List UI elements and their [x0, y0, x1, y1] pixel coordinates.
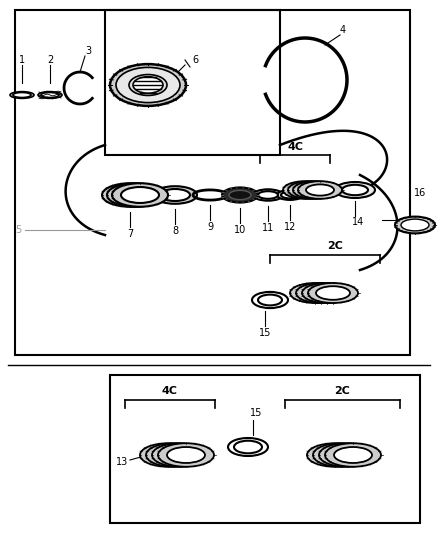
- Ellipse shape: [334, 447, 372, 463]
- Text: 15: 15: [250, 408, 262, 418]
- Text: 4C: 4C: [287, 142, 303, 152]
- Ellipse shape: [258, 191, 278, 199]
- Ellipse shape: [296, 184, 324, 196]
- Text: 4: 4: [340, 25, 346, 35]
- Ellipse shape: [307, 443, 363, 467]
- Ellipse shape: [222, 188, 258, 203]
- Ellipse shape: [283, 181, 327, 199]
- Text: 2: 2: [47, 55, 53, 65]
- Text: 5: 5: [15, 225, 21, 235]
- Text: 9: 9: [207, 222, 213, 232]
- Ellipse shape: [296, 283, 346, 303]
- Ellipse shape: [310, 286, 344, 300]
- Ellipse shape: [161, 447, 199, 463]
- Text: 13: 13: [116, 457, 128, 467]
- Text: 2C: 2C: [335, 386, 350, 396]
- Ellipse shape: [10, 92, 34, 99]
- Ellipse shape: [277, 190, 303, 200]
- Text: 6: 6: [192, 55, 198, 65]
- Ellipse shape: [13, 93, 31, 98]
- Ellipse shape: [158, 443, 214, 467]
- Ellipse shape: [152, 443, 208, 467]
- Ellipse shape: [133, 77, 163, 93]
- Text: 14: 14: [352, 217, 364, 227]
- Ellipse shape: [342, 185, 368, 195]
- Ellipse shape: [107, 183, 163, 207]
- Ellipse shape: [155, 447, 193, 463]
- Text: 1: 1: [19, 55, 25, 65]
- Ellipse shape: [288, 181, 332, 199]
- Text: 8: 8: [172, 226, 178, 236]
- Ellipse shape: [129, 75, 167, 95]
- Ellipse shape: [313, 443, 369, 467]
- Ellipse shape: [102, 183, 158, 207]
- Bar: [105, 10, 280, 155]
- Ellipse shape: [306, 184, 334, 196]
- Ellipse shape: [281, 191, 299, 198]
- Text: 4C: 4C: [162, 386, 178, 396]
- Ellipse shape: [116, 187, 154, 203]
- Text: 10: 10: [234, 224, 246, 235]
- Ellipse shape: [149, 447, 187, 463]
- Ellipse shape: [153, 186, 197, 204]
- Ellipse shape: [38, 92, 62, 99]
- Ellipse shape: [293, 181, 337, 199]
- Ellipse shape: [316, 447, 354, 463]
- Text: 16: 16: [414, 188, 426, 198]
- Text: 15: 15: [259, 328, 271, 338]
- Ellipse shape: [401, 219, 429, 231]
- Bar: [110, 375, 420, 523]
- Ellipse shape: [121, 187, 159, 203]
- Ellipse shape: [335, 182, 375, 198]
- Ellipse shape: [112, 183, 168, 207]
- Ellipse shape: [160, 189, 190, 201]
- Ellipse shape: [229, 190, 251, 200]
- Text: 7: 7: [127, 229, 133, 239]
- Ellipse shape: [116, 67, 180, 102]
- Ellipse shape: [319, 443, 375, 467]
- Ellipse shape: [110, 64, 186, 106]
- Ellipse shape: [328, 447, 366, 463]
- Ellipse shape: [298, 181, 342, 199]
- Ellipse shape: [322, 447, 360, 463]
- Text: 11: 11: [262, 223, 274, 233]
- Ellipse shape: [291, 184, 319, 196]
- Ellipse shape: [304, 286, 338, 300]
- Ellipse shape: [111, 187, 149, 203]
- Ellipse shape: [301, 184, 329, 196]
- Ellipse shape: [316, 286, 350, 300]
- Ellipse shape: [290, 283, 340, 303]
- Ellipse shape: [140, 443, 196, 467]
- Text: 3: 3: [85, 46, 91, 56]
- Ellipse shape: [253, 189, 283, 201]
- Ellipse shape: [325, 443, 381, 467]
- Ellipse shape: [298, 286, 332, 300]
- Ellipse shape: [146, 443, 202, 467]
- Text: 12: 12: [284, 222, 296, 232]
- Ellipse shape: [167, 447, 205, 463]
- Ellipse shape: [41, 93, 59, 98]
- Ellipse shape: [302, 283, 352, 303]
- Bar: [15, 10, 410, 355]
- Text: 2C: 2C: [327, 241, 343, 251]
- Ellipse shape: [308, 283, 358, 303]
- Ellipse shape: [395, 216, 435, 233]
